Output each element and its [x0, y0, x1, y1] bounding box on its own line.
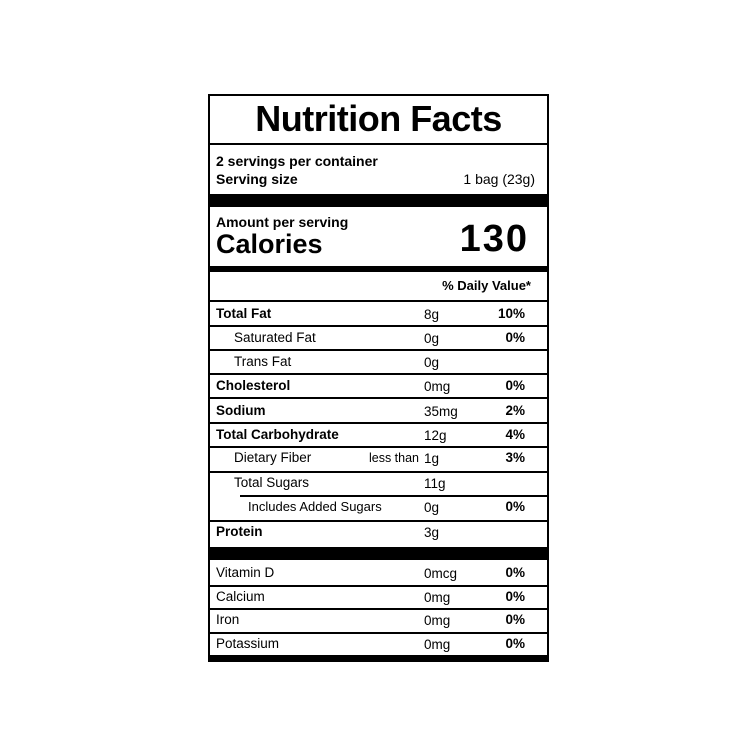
divider — [210, 300, 547, 302]
divider — [210, 585, 547, 587]
nutrient-dv: 4% — [505, 427, 525, 442]
nutrient-amount: 8g — [424, 307, 440, 322]
divider — [210, 520, 547, 522]
divider — [210, 325, 547, 327]
nutrient-name: Saturated Fat — [234, 330, 316, 345]
nutrient-row-added-sugars: Includes Added Sugars 0g 0% — [210, 495, 547, 519]
amount-per-serving: Amount per serving — [216, 214, 349, 230]
nutrient-amount: 3g — [424, 525, 440, 540]
vitamin-dv: 0% — [505, 612, 525, 627]
serving-size-value: 1 bag (23g) — [463, 171, 535, 187]
label-title: Nutrition Facts — [255, 98, 502, 139]
divider — [210, 471, 547, 473]
vitamin-row-vitamin-d: Vitamin D 0mcg 0% — [210, 561, 547, 585]
vitamin-name: Potassium — [216, 636, 280, 651]
nutrient-row-total-sugars: Total Sugars 11g — [210, 471, 547, 495]
nutrient-row-protein: Protein 3g — [210, 520, 547, 544]
serving-size-label: Serving size — [216, 171, 298, 187]
nutrient-dv: 0% — [505, 330, 525, 345]
divider — [210, 373, 547, 375]
nutrient-qualifier: less than — [368, 451, 419, 465]
vitamin-amount: 0mcg — [424, 566, 458, 581]
nutrient-amount: 0g — [424, 500, 440, 515]
nutrient-dv: 3% — [505, 450, 525, 465]
divider — [210, 632, 547, 634]
medium-divider — [210, 266, 547, 272]
nutrient-dv: 0% — [505, 378, 525, 393]
vitamin-row-potassium: Potassium 0mg 0% — [210, 632, 547, 656]
nutrient-row-trans-fat: Trans Fat 0g — [210, 350, 547, 374]
nutrient-amount: 12g — [424, 428, 447, 443]
vitamin-amount: 0mg — [424, 613, 451, 628]
vitamin-amount: 0mg — [424, 637, 451, 652]
divider — [210, 446, 547, 448]
vitamin-amount: 0mg — [424, 590, 451, 605]
nutrient-row-cholesterol: Cholesterol 0mg 0% — [210, 374, 547, 398]
nutrient-row-saturated-fat: Saturated Fat 0g 0% — [210, 326, 547, 350]
nutrient-name: Total Fat — [216, 306, 272, 321]
vitamin-row-iron: Iron 0mg 0% — [210, 608, 547, 632]
vitamin-name: Calcium — [216, 589, 265, 604]
nutrient-amount: 0g — [424, 331, 440, 346]
divider — [210, 422, 547, 424]
nutrient-dv: 0% — [505, 499, 525, 514]
servings-per-container: 2 servings per container — [216, 153, 378, 169]
divider — [210, 608, 547, 610]
nutrient-name: Protein — [216, 524, 263, 539]
vitamin-row-calcium: Calcium 0mg 0% — [210, 585, 547, 609]
nutrient-row-dietary-fiber: Dietary Fiber less than 1g 3% — [210, 446, 547, 470]
vitamin-name: Vitamin D — [216, 565, 275, 580]
vitamin-name: Iron — [216, 612, 240, 627]
nutrient-amount: 1g — [424, 451, 440, 466]
divider — [210, 397, 547, 399]
nutrient-amount: 11g — [424, 476, 446, 491]
nutrient-name: Total Carbohydrate — [216, 427, 339, 442]
nutrient-row-total-carbohydrate: Total Carbohydrate 12g 4% — [210, 423, 547, 447]
nutrient-name: Dietary Fiber — [234, 450, 312, 465]
nutrient-name: Total Sugars — [234, 475, 310, 490]
calories-value: 130 — [459, 218, 529, 260]
nutrient-name: Includes Added Sugars — [248, 499, 382, 514]
nutrient-amount: 0mg — [424, 379, 451, 394]
divider — [210, 349, 547, 351]
bottom-bar — [208, 655, 549, 662]
nutrient-dv: 2% — [505, 403, 525, 418]
daily-value-header: % Daily Value* — [442, 278, 531, 293]
vitamin-dv: 0% — [505, 589, 525, 604]
nutrient-row-sodium: Sodium 35mg 2% — [210, 399, 547, 423]
nutrient-name: Sodium — [216, 403, 266, 418]
nutrient-name: Cholesterol — [216, 378, 291, 393]
vitamin-dv: 0% — [505, 636, 525, 651]
vitamin-dv: 0% — [505, 565, 525, 580]
calories-label: Calories — [216, 229, 323, 259]
nutrient-amount: 0g — [424, 355, 440, 370]
thick-divider — [210, 547, 547, 560]
nutrient-name: Trans Fat — [234, 354, 292, 369]
nutrient-row-total-fat: Total Fat 8g 10% — [210, 302, 547, 326]
nutrition-facts-label: Nutrition Facts 2 servings per container… — [208, 94, 549, 662]
divider — [210, 143, 547, 145]
nutrient-amount: 35mg — [424, 404, 458, 419]
divider — [240, 495, 547, 497]
nutrient-dv: 10% — [497, 306, 525, 321]
thick-divider — [210, 194, 547, 207]
